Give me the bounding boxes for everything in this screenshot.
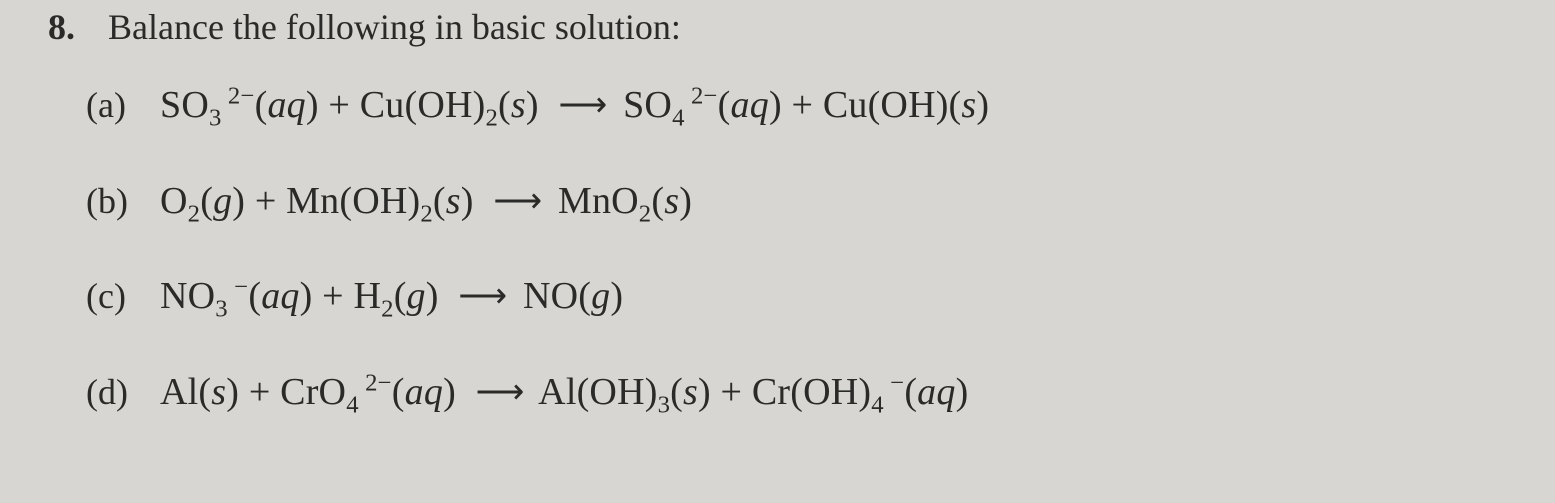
subpart-d-equation: Al(s) + CrO4 2−(aq) ⟶ Al(OH)3(s) + Cr(OH… <box>160 370 968 416</box>
arrow-icon: ⟶ <box>483 182 548 223</box>
arrow-icon: ⟶ <box>448 277 513 318</box>
subpart-a-equation: SO3 2−(aq) + Cu(OH)2(s) ⟶ SO4 2−(aq) + C… <box>160 83 989 129</box>
subpart-c: (c) NO3 −(aq) + H2(g) ⟶ NO(g) <box>86 274 1475 320</box>
subpart-b-equation: O2(g) + Mn(OH)2(s) ⟶ MnO2(s) <box>160 179 692 225</box>
subpart-b: (b) O2(g) + Mn(OH)2(s) ⟶ MnO2(s) <box>86 179 1475 225</box>
subparts-list: (a) SO3 2−(aq) + Cu(OH)2(s) ⟶ SO4 2−(aq)… <box>86 83 1475 415</box>
exercise-page: 8. Balance the following in basic soluti… <box>0 0 1555 416</box>
arrow-icon: ⟶ <box>466 373 531 414</box>
subpart-a: (a) SO3 2−(aq) + Cu(OH)2(s) ⟶ SO4 2−(aq)… <box>86 83 1475 129</box>
subpart-c-equation: NO3 −(aq) + H2(g) ⟶ NO(g) <box>160 274 623 320</box>
question-number: 8. <box>48 6 75 49</box>
arrow-icon: ⟶ <box>548 86 613 127</box>
subpart-c-label: (c) <box>86 275 142 318</box>
question-header: 8. Balance the following in basic soluti… <box>108 6 1475 49</box>
subpart-b-label: (b) <box>86 180 142 223</box>
subpart-d-label: (d) <box>86 371 142 414</box>
subpart-a-label: (a) <box>86 84 142 127</box>
question-prompt: Balance the following in basic solution: <box>108 7 681 47</box>
subpart-d: (d) Al(s) + CrO4 2−(aq) ⟶ Al(OH)3(s) + C… <box>86 370 1475 416</box>
